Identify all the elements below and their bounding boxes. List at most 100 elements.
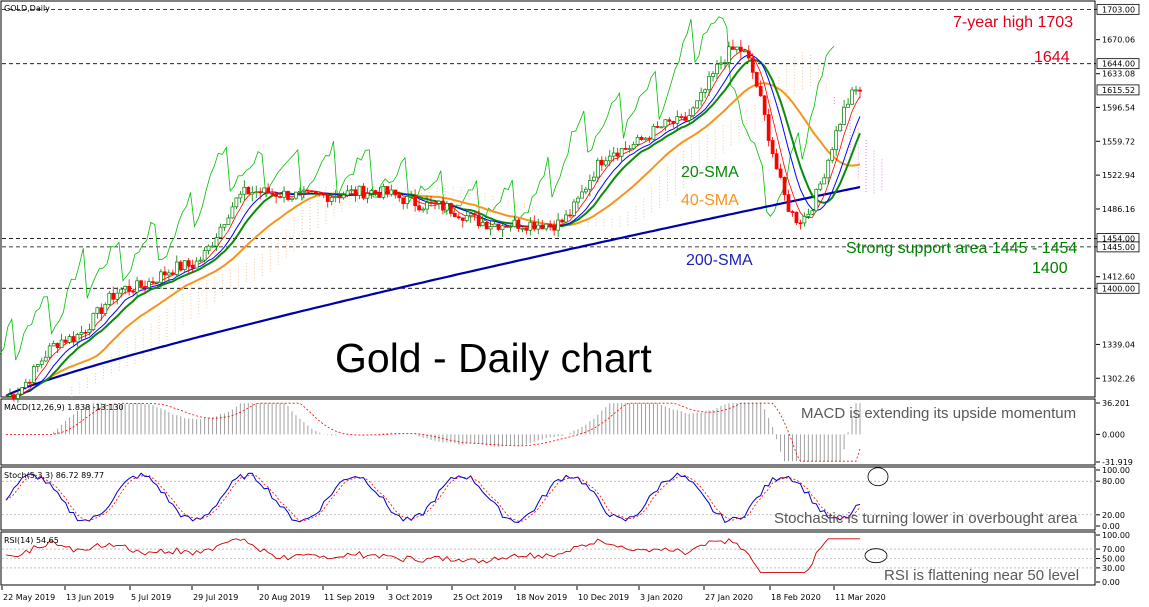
candle-body bbox=[290, 197, 294, 200]
candle-body bbox=[167, 272, 171, 276]
candle-body bbox=[282, 190, 286, 198]
candle-body bbox=[83, 332, 88, 334]
candle-body bbox=[695, 100, 699, 109]
candle-body bbox=[595, 159, 600, 178]
stoch-panel bbox=[0, 466, 1096, 531]
candle-body bbox=[123, 285, 128, 290]
date-tick-label: 5 Jul 2019 bbox=[131, 593, 171, 602]
candle-body bbox=[452, 212, 457, 217]
candle-body bbox=[770, 140, 775, 155]
annotation-support: Strong support area 1445 - 1454 bbox=[846, 240, 1077, 257]
candle-body bbox=[834, 130, 839, 151]
candle-body bbox=[230, 206, 235, 219]
candle-body bbox=[349, 189, 354, 192]
candle-body bbox=[47, 345, 52, 358]
price-tick-label: 1445.00 bbox=[1102, 243, 1135, 252]
candle-body bbox=[91, 312, 96, 330]
candle-body bbox=[727, 46, 731, 63]
candle-body bbox=[786, 194, 791, 212]
candle-body bbox=[512, 219, 517, 227]
stoch-signal-line bbox=[5, 474, 861, 522]
candle-body bbox=[131, 290, 135, 293]
stoch-tick-label: 100.00 bbox=[1102, 466, 1130, 475]
macd-tick-label: 0.000 bbox=[1102, 430, 1125, 439]
candle-body bbox=[560, 219, 564, 223]
candle-body bbox=[310, 190, 314, 193]
price-tick-label: 1400.00 bbox=[1102, 284, 1135, 293]
candle-body bbox=[460, 217, 465, 221]
candle-body bbox=[437, 200, 441, 204]
candle-body bbox=[735, 46, 739, 50]
rsi-tick-label: 50.00 bbox=[1102, 555, 1125, 564]
candle-body bbox=[325, 194, 330, 202]
candle-body bbox=[425, 202, 429, 210]
candle-body bbox=[389, 189, 394, 195]
candle-body bbox=[580, 191, 584, 199]
price-tick-label: 1522.94 bbox=[1102, 171, 1135, 180]
candle-body bbox=[369, 190, 374, 194]
candle-body bbox=[798, 222, 803, 225]
candle-body bbox=[456, 216, 461, 219]
candle-body bbox=[302, 189, 306, 192]
candle-body bbox=[838, 123, 842, 132]
price-tick-label: 1670.06 bbox=[1102, 36, 1135, 45]
candle-body bbox=[333, 196, 338, 198]
candle-body bbox=[536, 224, 541, 230]
candle-body bbox=[651, 126, 656, 140]
candle-body bbox=[222, 224, 227, 228]
candle-body bbox=[226, 217, 231, 225]
candle-body bbox=[731, 46, 735, 50]
candle-body bbox=[703, 89, 707, 93]
macd-tick-label: 36.201 bbox=[1102, 399, 1130, 408]
price-marker-label: 1644.00 bbox=[1102, 60, 1135, 69]
candle-body bbox=[643, 137, 648, 140]
candle-body bbox=[405, 196, 410, 204]
candle-body bbox=[365, 193, 370, 199]
candle-body bbox=[262, 187, 267, 194]
date-tick-label: 18 Nov 2019 bbox=[516, 593, 567, 602]
date-tick-label: 22 May 2019 bbox=[3, 593, 55, 602]
price-marker-box bbox=[1096, 58, 1140, 70]
candle-body bbox=[742, 50, 747, 53]
candle-body bbox=[321, 193, 326, 196]
price-tick-box bbox=[1096, 241, 1140, 253]
candle-body bbox=[95, 307, 100, 314]
candle-body bbox=[163, 271, 167, 276]
candle-body bbox=[254, 191, 259, 194]
candle-body bbox=[278, 196, 282, 198]
candle-body bbox=[707, 76, 711, 91]
price-tick-label: 1596.54 bbox=[1102, 103, 1135, 112]
candle-body bbox=[155, 281, 159, 284]
candle-body bbox=[532, 221, 537, 230]
macd-tick-label: -31.919 bbox=[1102, 458, 1133, 467]
candle-body bbox=[317, 192, 322, 195]
candle-body bbox=[393, 189, 398, 196]
candle-body bbox=[441, 200, 445, 211]
candle-body bbox=[27, 381, 32, 384]
symbol-label: GOLD,Daily bbox=[4, 4, 50, 13]
candle-body bbox=[20, 387, 24, 395]
candle-body bbox=[170, 272, 175, 275]
candle-body bbox=[361, 185, 366, 199]
candle-body bbox=[631, 144, 636, 149]
candle-body bbox=[214, 237, 219, 247]
rsi-note: RSI is flattening near 50 level bbox=[884, 567, 1079, 584]
price-tick-label: 1412.60 bbox=[1102, 273, 1135, 282]
candle-body bbox=[496, 223, 501, 230]
candle-body bbox=[468, 213, 473, 217]
candle-body bbox=[421, 208, 425, 211]
candle-body bbox=[480, 222, 485, 227]
candle-body bbox=[103, 304, 108, 314]
candle-body bbox=[548, 223, 553, 226]
macd-label: MACD(12,26,9) 1.838 -13.130 bbox=[4, 403, 124, 412]
candle-body bbox=[635, 136, 640, 145]
label-40-sma: 40-SMA bbox=[681, 192, 739, 209]
candle-body bbox=[556, 219, 560, 231]
candle-body bbox=[687, 115, 692, 121]
candle-body bbox=[274, 193, 278, 197]
candle-body bbox=[659, 126, 664, 129]
candle-body bbox=[492, 223, 497, 227]
candle-body bbox=[59, 339, 64, 348]
candle-body bbox=[488, 226, 493, 230]
